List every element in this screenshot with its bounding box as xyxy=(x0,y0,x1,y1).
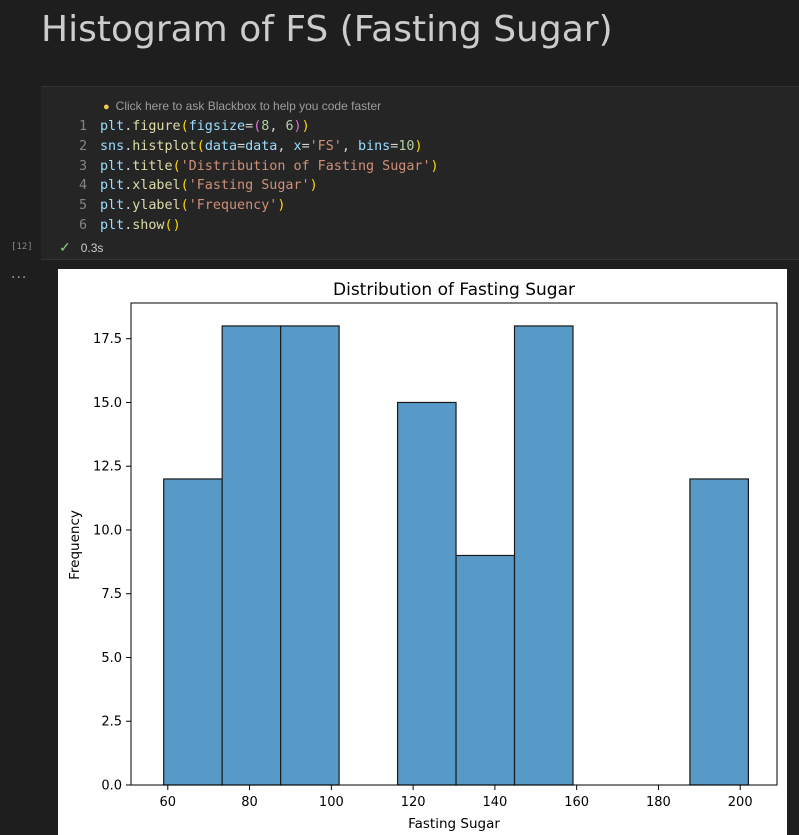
execution-status: ✓ 0.3s xyxy=(59,239,103,256)
output-actions-button[interactable]: ... xyxy=(11,266,28,282)
y-axis-label: Frequency xyxy=(67,510,83,580)
y-tick-label: 2.5 xyxy=(101,715,122,730)
histogram-bar xyxy=(396,401,457,786)
axes-group: 60 80 100 120 140 160 180 200 0.0 2.5 5.0 7.5 10.0 12… xyxy=(93,302,778,810)
y-tick-label: 12.5 xyxy=(93,460,122,475)
code-text[interactable]: plt.xlabel('Fasting Sugar') xyxy=(100,178,318,194)
checkmark-icon: ✓ xyxy=(59,239,71,255)
code-cell[interactable]: ● Click here to ask Blackbox to help you … xyxy=(41,86,799,260)
y-tick-label: 10.0 xyxy=(93,523,122,538)
lightbulb-icon: ● xyxy=(103,101,110,113)
plot-output: Distribution of Fasting Sugar 60 80 100 120… xyxy=(58,269,787,835)
x-tick-label: 100 xyxy=(319,795,344,810)
x-tick-label: 60 xyxy=(160,795,177,810)
y-tick-label: 0.0 xyxy=(101,779,122,794)
histogram-bar xyxy=(689,478,749,786)
y-tick-label: 15.0 xyxy=(93,396,122,411)
chart-title: Distribution of Fasting Sugar xyxy=(333,280,575,300)
x-tick-label: 120 xyxy=(401,795,426,810)
x-tick-label: 160 xyxy=(564,795,589,810)
blackbox-hint-text[interactable]: Click here to ask Blackbox to help you c… xyxy=(115,99,382,113)
code-line[interactable]: 1 plt.figure(figsize=(8, 6)) xyxy=(69,117,439,137)
line-number: 5 xyxy=(78,198,87,214)
bars-group xyxy=(163,325,749,786)
code-line[interactable]: 2 sns.histplot(data=data, x='FS', bins=10… xyxy=(69,137,439,157)
code-editor[interactable]: 1 plt.figure(figsize=(8, 6)) 2 sns.histplo… xyxy=(69,117,439,236)
code-line[interactable]: 4 plt.xlabel('Fasting Sugar') xyxy=(69,176,439,196)
code-text[interactable]: sns.histplot(data=data, x='FS', bins=10) xyxy=(100,138,423,154)
line-number: 3 xyxy=(78,158,87,174)
code-line[interactable]: 3 plt.title('Distribution of Fasting Suga… xyxy=(69,157,439,177)
histogram-bar xyxy=(163,478,223,786)
x-tick-label: 180 xyxy=(646,795,671,810)
y-tick-label: 7.5 xyxy=(101,587,122,602)
code-text[interactable]: plt.figure(figsize=(8, 6)) xyxy=(100,119,310,134)
execution-time: 0.3s xyxy=(80,241,104,255)
code-text[interactable]: plt.show() xyxy=(100,217,181,233)
code-line[interactable]: 5 plt.ylabel('Frequency') xyxy=(69,196,439,216)
execution-count: [12] xyxy=(11,242,33,252)
code-text[interactable]: plt.title('Distribution of Fasting Sugar… xyxy=(100,158,439,174)
x-tick-label: 80 xyxy=(241,795,258,810)
x-tick-label: 200 xyxy=(728,795,753,810)
histogram-bar xyxy=(280,325,340,786)
line-number: 6 xyxy=(78,217,87,233)
histogram-bar xyxy=(455,554,516,786)
code-text[interactable]: plt.ylabel('Frequency') xyxy=(100,198,286,214)
histogram-chart: Distribution of Fasting Sugar 60 80 100 120… xyxy=(67,280,778,832)
histogram-bar xyxy=(513,325,574,786)
histogram-bar xyxy=(221,325,282,786)
line-number: 1 xyxy=(78,119,87,134)
x-axis-label: Fasting Sugar xyxy=(408,816,500,832)
y-tick-label: 17.5 xyxy=(93,332,122,347)
blackbox-hint[interactable]: ● Click here to ask Blackbox to help you … xyxy=(103,99,381,113)
markdown-heading: Histogram of FS (Fasting Sugar) xyxy=(41,9,613,50)
x-tick-label: 140 xyxy=(482,795,507,810)
line-number: 4 xyxy=(78,178,87,194)
axes-frame xyxy=(130,302,778,786)
code-line[interactable]: 6 plt.show() xyxy=(69,216,439,236)
y-tick-label: 5.0 xyxy=(101,651,122,666)
line-number: 2 xyxy=(78,138,87,154)
